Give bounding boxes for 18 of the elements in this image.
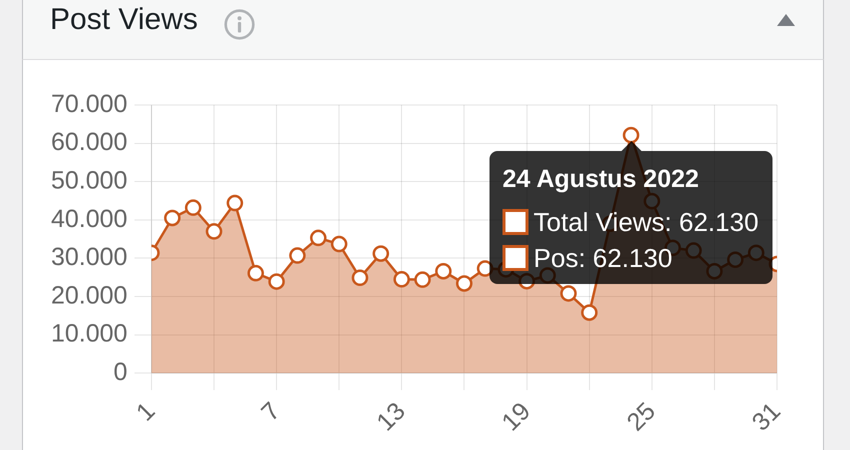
chart-title: Post Views: [50, 2, 198, 37]
y-tick-label: 70.000: [50, 90, 128, 118]
y-tick-label: 10.000: [50, 320, 128, 348]
y-tick-label: 40.000: [50, 204, 128, 233]
x-tick-label: 1: [130, 397, 161, 427]
x-tick-label: 25: [622, 397, 662, 437]
y-tick-label: 30.000: [50, 243, 128, 272]
y-tick-label: 50.000: [50, 166, 128, 194]
x-tick-label: 19: [496, 397, 536, 437]
y-tick-label: 60.000: [50, 128, 128, 156]
y-tick-label: 0: [114, 358, 128, 386]
x-tick-label: 13: [371, 397, 411, 437]
y-tick-label: 20.000: [50, 281, 128, 310]
annotation: Total Views: 62.130: [534, 207, 759, 238]
x-tick-label: 31: [746, 397, 786, 437]
annotation: Pos: 62.130: [534, 243, 672, 274]
annotation: 24 Agustus 2022: [502, 164, 700, 194]
x-tick-label: 7: [256, 397, 286, 427]
